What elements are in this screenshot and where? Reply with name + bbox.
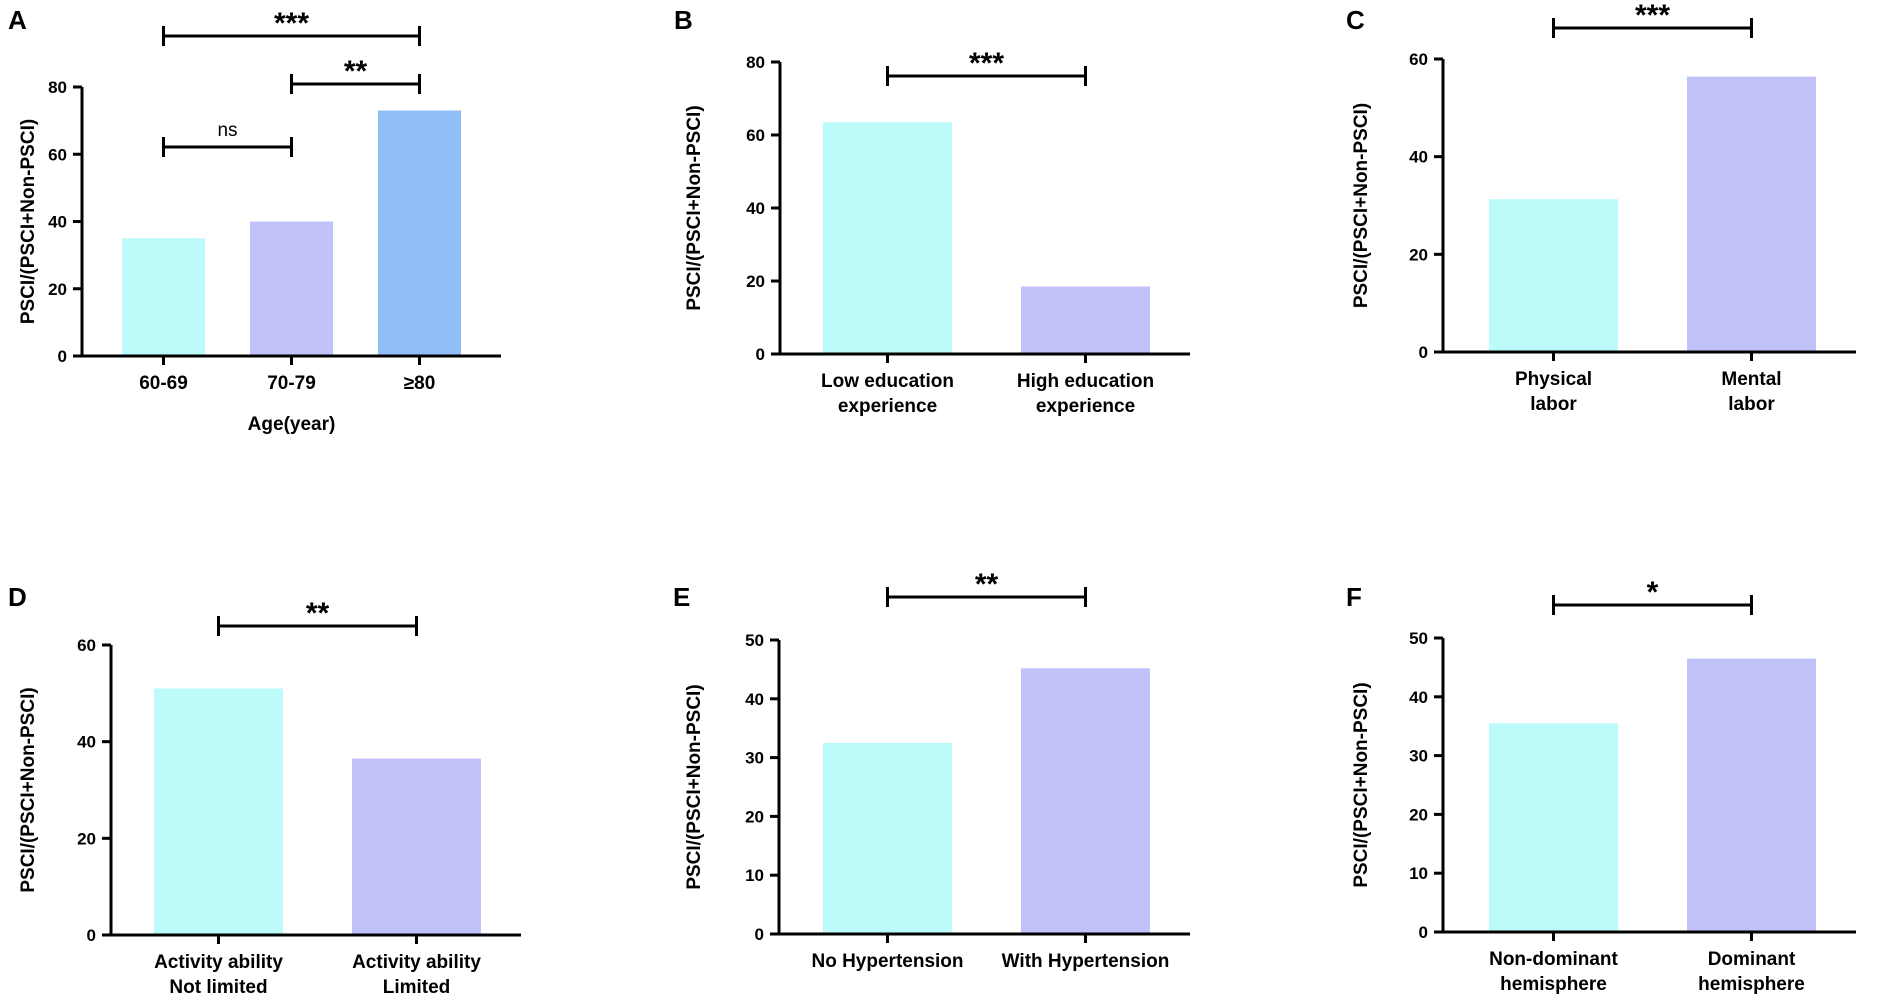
y-axis-title-d: PSCI/(PSCI+Non-PSCI) [18, 687, 39, 892]
y-tick-label-b-60: 60 [746, 126, 765, 145]
sig-label-a-2: ** [344, 55, 368, 88]
category-label-b-1: Low education [821, 371, 954, 392]
y-tick-label-b-20: 20 [746, 272, 765, 291]
category-label-f-2: hemisphere [1698, 974, 1805, 995]
bar-b-1 [823, 122, 952, 354]
category-label-b-1: experience [838, 396, 937, 417]
y-tick-label-c-40: 40 [1409, 148, 1428, 167]
panel-a: A 0 20 40 60 80 60-69 70-79 ≥80 PSCI/(PSCI+Non-PS… [8, 5, 501, 435]
bar-f-2 [1687, 658, 1816, 932]
bar-d-1 [154, 688, 283, 935]
y-tick-label-a-40: 40 [48, 213, 67, 232]
category-label-d-2: Activity ability [352, 952, 481, 973]
y-tick-label-e-10: 10 [745, 866, 764, 885]
y-tick-label-b-0: 0 [756, 345, 765, 364]
y-tick-label-f-10: 10 [1409, 864, 1428, 883]
y-tick-label-f-0: 0 [1419, 923, 1428, 942]
category-label-c-2: Mental [1721, 369, 1781, 390]
category-label-f-1: Non-dominant [1489, 949, 1618, 970]
y-axis-title-a: PSCI/(PSCI+Non-PSCI) [18, 119, 39, 324]
panel-d: D 0 20 40 60 Activity ability Not limited Activ… [8, 582, 521, 998]
bar-a-2 [250, 221, 333, 356]
category-label-c-1: labor [1530, 394, 1577, 415]
panel-b: B 0 20 40 60 80 Low education experience High ed… [674, 5, 1190, 417]
y-tick-label-d-0: 0 [87, 926, 96, 945]
panel-c: C 0 20 40 60 Physical labor Mental labor PSCI/(PS… [1346, 0, 1856, 415]
y-axis-title-c: PSCI/(PSCI+Non-PSCI) [1351, 103, 1372, 308]
panel-letter-e: E [673, 582, 690, 612]
category-label-f-2: Dominant [1708, 949, 1796, 970]
y-tick-label-c-0: 0 [1419, 343, 1428, 362]
sig-label-d-1: ** [306, 597, 330, 630]
category-label-b-2: High education [1017, 371, 1154, 392]
panel-letter-d: D [8, 582, 27, 612]
sig-label-f-1: * [1647, 576, 1659, 609]
y-tick-label-a-20: 20 [48, 280, 67, 299]
y-tick-label-e-30: 30 [745, 749, 764, 768]
category-label-f-1: hemisphere [1500, 974, 1607, 995]
panel-letter-a: A [8, 5, 27, 35]
category-label-c-2: labor [1728, 394, 1775, 415]
sig-label-a-3: *** [274, 7, 309, 40]
bar-a-3 [378, 110, 461, 356]
y-axis-title-b: PSCI/(PSCI+Non-PSCI) [684, 105, 705, 310]
bar-d-2 [352, 758, 481, 935]
y-tick-label-c-60: 60 [1409, 50, 1428, 69]
bar-b-2 [1021, 286, 1150, 354]
y-tick-label-d-20: 20 [77, 829, 96, 848]
y-tick-label-f-40: 40 [1409, 688, 1428, 707]
category-label-a-1: 60-69 [139, 373, 188, 394]
y-tick-label-f-20: 20 [1409, 805, 1428, 824]
bar-f-1 [1489, 723, 1618, 932]
y-tick-label-e-50: 50 [745, 631, 764, 650]
bar-e-2 [1021, 668, 1150, 934]
sig-label-e-1: ** [975, 568, 999, 601]
bar-e-1 [823, 742, 952, 934]
panel-letter-b: B [674, 5, 693, 35]
y-axis-title-f: PSCI/(PSCI+Non-PSCI) [1351, 682, 1372, 887]
category-label-c-1: Physical [1515, 369, 1592, 390]
bar-a-1 [122, 238, 205, 356]
category-label-a-3: ≥80 [404, 373, 436, 394]
y-tick-label-d-40: 40 [77, 733, 96, 752]
category-label-b-2: experience [1036, 396, 1135, 417]
panel-letter-f: F [1346, 582, 1362, 612]
y-tick-label-b-40: 40 [746, 199, 765, 218]
y-tick-label-f-30: 30 [1409, 747, 1428, 766]
y-tick-label-f-50: 50 [1409, 629, 1428, 648]
y-tick-label-e-0: 0 [755, 925, 764, 944]
y-axis-title-e: PSCI/(PSCI+Non-PSCI) [684, 684, 705, 889]
category-label-d-1: Not limited [169, 977, 267, 998]
y-tick-label-d-60: 60 [77, 636, 96, 655]
panel-e: E 0 10 20 30 40 50 No Hypertension With Hyperten… [673, 568, 1190, 972]
bar-c-1 [1489, 199, 1618, 352]
y-tick-label-a-0: 0 [58, 347, 67, 366]
y-tick-label-c-20: 20 [1409, 245, 1428, 264]
category-label-e-2: With Hypertension [1002, 951, 1170, 972]
y-tick-label-a-60: 60 [48, 145, 67, 164]
y-tick-label-b-80: 80 [746, 53, 765, 72]
category-label-e-1: No Hypertension [811, 951, 963, 972]
category-label-d-2: Limited [383, 977, 451, 998]
category-label-a-2: 70-79 [267, 373, 316, 394]
y-tick-label-a-80: 80 [48, 78, 67, 97]
category-label-d-1: Activity ability [154, 952, 283, 973]
x-axis-title-a: Age(year) [248, 414, 336, 435]
sig-label-b-1: *** [969, 47, 1004, 80]
y-tick-label-e-20: 20 [745, 807, 764, 826]
y-tick-label-e-40: 40 [745, 690, 764, 709]
sig-label-c-1: *** [1635, 0, 1670, 32]
panel-letter-c: C [1346, 5, 1365, 35]
sig-label-a-1: ns [217, 120, 237, 141]
bar-c-2 [1687, 76, 1816, 352]
panel-f: F 0 10 20 30 40 50 Non-dominant hemisphere Domina… [1346, 576, 1856, 995]
